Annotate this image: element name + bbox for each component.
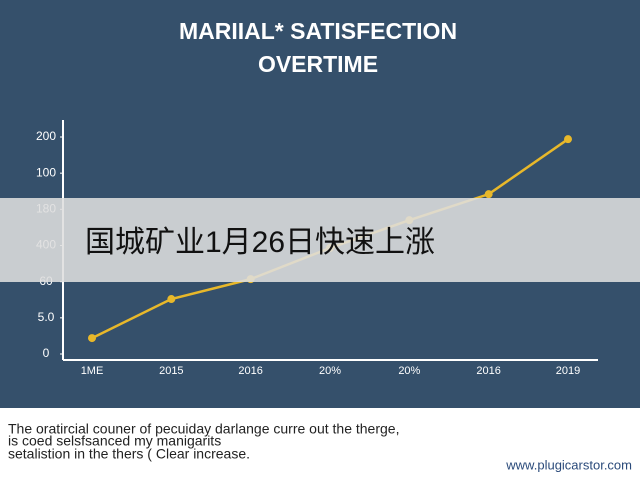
caption-line: The oratircial couner of pecuiday darlan… — [8, 421, 399, 437]
x-tick-label: 1ME — [81, 365, 104, 377]
x-tick-label: 2016 — [476, 365, 500, 377]
caption-url: www.plugicarstor.com — [505, 457, 632, 472]
x-tick-label: 2015 — [159, 365, 183, 377]
chart-title: OVERTIME — [258, 51, 378, 77]
point — [167, 295, 176, 304]
chart-title: MARIIAL* SATISFECTION — [179, 18, 457, 44]
caption-background — [0, 408, 640, 480]
x-tick-label: 2016 — [238, 365, 262, 377]
point — [88, 334, 96, 343]
x-tick-label: 20% — [319, 365, 341, 377]
point — [564, 135, 572, 144]
y-tick-label: 5.0 — [38, 310, 55, 324]
x-tick-label: 2019 — [556, 365, 580, 377]
banner — [0, 198, 640, 282]
banner-text: 国城矿业1月26日快速上涨 — [85, 226, 435, 259]
y-tick-label: 200 — [36, 129, 56, 143]
x-tick-label: 20% — [398, 365, 420, 377]
y-tick-label: 100 — [36, 165, 56, 179]
y-tick-label: 0 — [43, 346, 50, 360]
caption-line: is coed selsfsanced my manigarits — [8, 433, 221, 449]
caption-line: setalistion in the thers ( Clear increas… — [8, 446, 250, 462]
point — [484, 190, 493, 199]
